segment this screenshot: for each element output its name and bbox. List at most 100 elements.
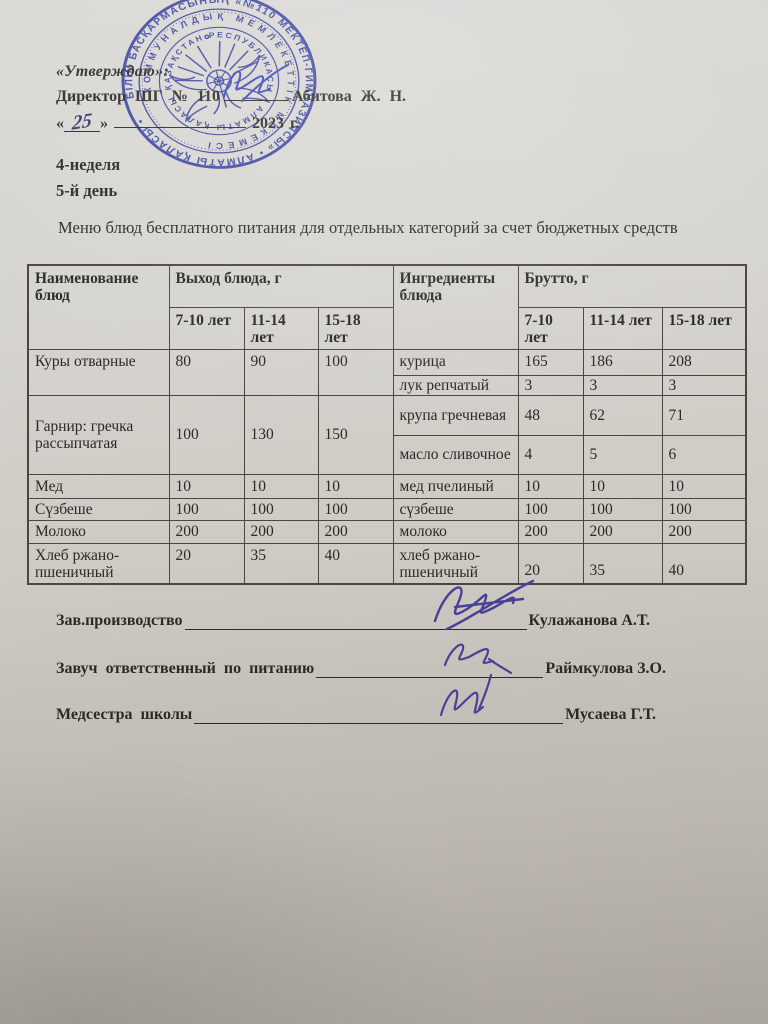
yield-value-cell: 20 [168, 542, 245, 585]
ingredient-name-cell: масло сливочное [392, 434, 519, 475]
kazakhstan-emblem-icon [168, 34, 271, 123]
brutto-value-cell: 186 [582, 348, 663, 376]
date-day-slot: 25 [64, 109, 100, 134]
director-prefix: Директор ШГ № 110 [56, 87, 220, 105]
yield-value-cell: 100 [168, 497, 245, 521]
col-header-age-4: 7-10 лет [517, 306, 584, 350]
week-label: 4-неделя [56, 155, 121, 174]
table-header-row-2: 7-10 лет 11-14 лет 15-18 лет 7-10 лет 11… [28, 306, 747, 350]
yield-value-cell: 35 [243, 542, 319, 585]
signature-musaeva-icon [440, 673, 493, 717]
signature-name: Мусаева Г.Т. [565, 706, 656, 723]
director-signature-line [222, 63, 289, 102]
signature-line [184, 579, 534, 631]
brutto-value-cell: 10 [517, 473, 584, 499]
yield-value-cell: 100 [317, 348, 394, 396]
brutto-value-cell: 3 [661, 374, 747, 396]
dish-name-cell: Мед [27, 473, 170, 499]
table-row: лук репчатый 3 3 3 [28, 374, 747, 396]
brutto-value-cell: 10 [582, 473, 663, 499]
yield-value-cell: 90 [243, 348, 319, 396]
brutto-value-cell: 100 [517, 497, 584, 521]
dish-name-cell: Хлеб ржано-пшеничный [27, 542, 170, 585]
dish-name-cell: Куры отварные [27, 348, 170, 396]
ingredient-name-cell: лук репчатый [392, 374, 519, 396]
col-header-age-1: 7-10 лет [168, 306, 245, 350]
yield-value-cell: 10 [317, 473, 394, 499]
dish-name-cell: Сүзбеше [27, 497, 170, 521]
yield-value-cell: 10 [168, 473, 245, 499]
date-line: « 25 » 2023 г. [56, 109, 406, 135]
brutto-value-cell: 100 [582, 497, 663, 521]
brutto-value-cell: 6 [661, 434, 747, 475]
table-row: Гарнир: гречка рассыпчатая 100 130 150 крупа… [27, 394, 747, 475]
brutto-value-cell: 3 [517, 374, 584, 396]
ingredient-name-cell: курица [392, 348, 519, 376]
signature-name: Раймкулова З.О. [545, 660, 666, 677]
approval-block: «Утверждаю»: Директор ШГ № 110 Абитова Ж.… [56, 62, 406, 134]
table-header-row-1: Наименование блюд Выход блюда, г Ингреди… [27, 264, 747, 350]
signature-label: Завуч ответственный по питанию [56, 660, 315, 677]
col-header-age-2: 11-14 лет [243, 306, 319, 350]
col-header-dish-name: Наименование блюд [27, 264, 170, 350]
yield-value-cell: 200 [168, 519, 245, 544]
brutto-value-cell: 200 [582, 519, 663, 544]
yield-value-cell: 10 [243, 473, 319, 499]
col-header-brutto-group: Брутто, г [517, 264, 747, 308]
director-signature-icon [222, 63, 289, 102]
ingredient-name-cell: молоко [392, 519, 519, 544]
date-month-line [114, 114, 246, 128]
signature-kulazhanova-icon [433, 579, 534, 631]
brutto-value-cell: 35 [582, 542, 663, 585]
yield-value-cell: 200 [243, 519, 319, 544]
brutto-value-cell: 40 [661, 542, 747, 585]
table-row: Сүзбеше 100 100 100 сүзбеше 100 100 100 [27, 497, 747, 521]
col-header-age-5: 11-14 лет [582, 306, 663, 350]
brutto-value-cell: 165 [517, 348, 584, 376]
brutto-value-cell: 208 [661, 348, 747, 376]
signature-label: Медсестра школы [56, 706, 193, 723]
ingredient-name-cell: крупа гречневая [392, 394, 519, 436]
ingredient-name-cell: хлеб ржано-пшеничный [392, 542, 519, 585]
yield-value-cell: 100 [168, 394, 245, 475]
table-row: Хлеб ржано-пшеничный 20 35 40 хлеб ржано-пше… [27, 542, 747, 585]
ingredient-name-cell: мед пчелиный [392, 473, 519, 499]
week-day-block: 4-неделя 5-й день [56, 152, 120, 205]
document-title: Меню блюд бесплатного питания для отдель… [58, 218, 678, 237]
table-row: Куры отварные 80 90 100 курица 165 186 208 [27, 348, 747, 396]
col-header-yield-group: Выход блюда, г [168, 264, 394, 308]
signature-name: Кулажанова А.Т. [528, 612, 650, 629]
date-close-quote: » [100, 114, 108, 132]
director-line: Директор ШГ № 110 Абитова Ж. Н. [56, 63, 407, 108]
brutto-value-cell: 100 [661, 497, 747, 521]
yield-value-cell: 150 [317, 394, 394, 475]
brutto-value-cell: 71 [661, 394, 747, 436]
brutto-value-cell: 62 [582, 394, 663, 436]
table-row: масло сливочное 4 5 6 [28, 434, 747, 475]
signature-row-head-teacher: Завуч ответственный по питанию Раймкулов… [56, 643, 666, 678]
brutto-value-cell: 3 [582, 374, 663, 396]
signature-line [194, 673, 564, 724]
yield-value-cell: 40 [317, 542, 394, 585]
col-header-ingredients: Ингредиенты блюда [392, 264, 519, 350]
day-label: 5-й день [56, 181, 118, 201]
date-open-quote: « [56, 114, 64, 132]
signature-row-nurse: Медсестра школы Мусаева Г.Т. [56, 673, 656, 724]
signature-row-production: Зав.производство Кулажанова А.Т. [56, 579, 650, 631]
director-name: Абитова Ж. Н. [291, 87, 407, 105]
signature-line [316, 643, 544, 678]
dish-name-cell: Молоко [27, 519, 170, 544]
yield-value-cell: 130 [243, 394, 319, 475]
brutto-value-cell: 4 [517, 434, 584, 475]
brutto-value-cell: 10 [661, 473, 747, 499]
brutto-value-cell: 5 [582, 434, 663, 475]
col-header-age-6: 15-18 лет [661, 306, 747, 350]
table-row: Молоко 200 200 200 молоко 200 200 200 [27, 519, 747, 544]
approved-label: «Утверждаю»: [56, 63, 170, 80]
yield-value-cell: 100 [317, 497, 394, 521]
table-row: Мед 10 10 10 мед пчелиный 10 10 10 [27, 473, 747, 499]
signature-raimkulova-icon [444, 643, 513, 675]
ingredient-name-cell: сүзбеше [392, 497, 519, 521]
yield-value-cell: 100 [243, 497, 319, 521]
signature-label: Зав.производство [56, 612, 183, 629]
